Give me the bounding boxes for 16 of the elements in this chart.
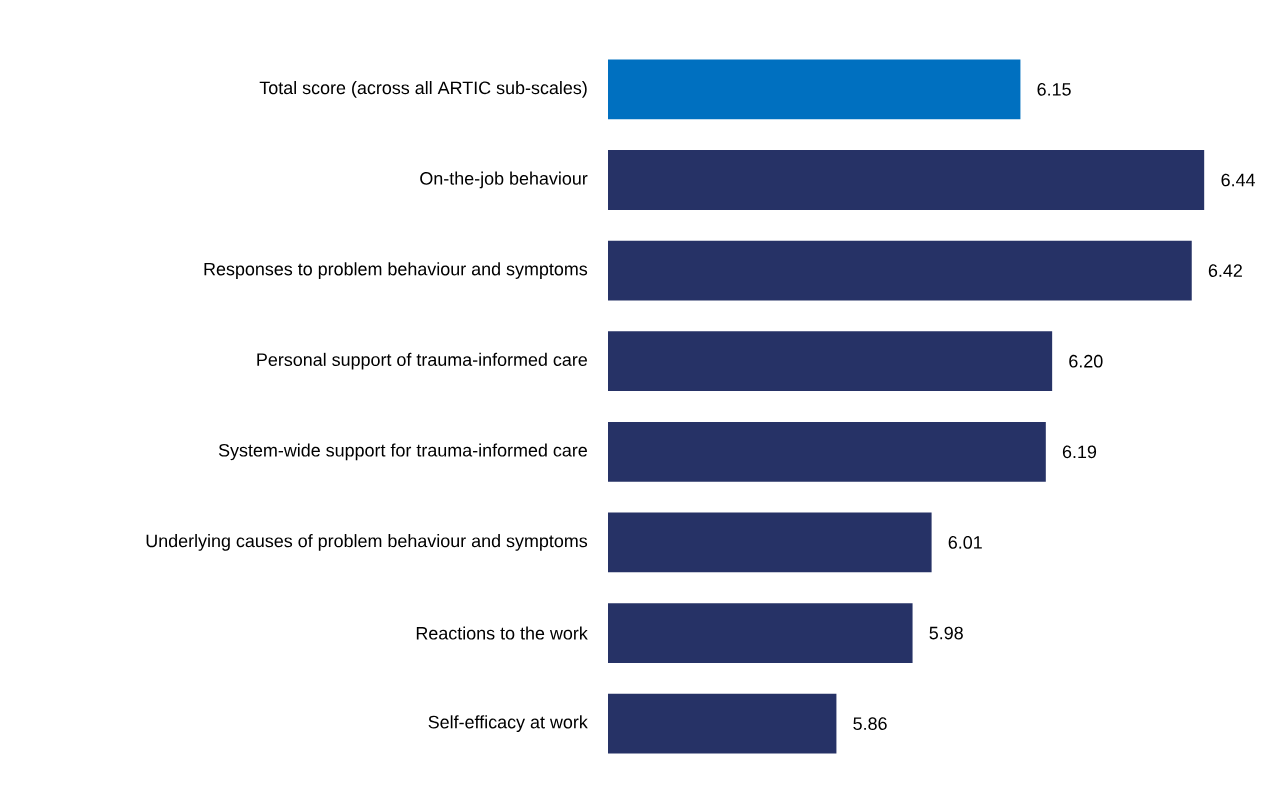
- data-label: 6.19: [1062, 445, 1097, 459]
- data-label: 6.44: [1221, 173, 1256, 187]
- y-tick-label: Reactions to the work: [416, 626, 588, 640]
- y-tick-label: Underlying causes of problem behaviour and symptoms: [146, 534, 588, 551]
- data-label: 5.98: [929, 626, 963, 640]
- y-tick-label: Responses to problem behaviour and symptoms: [204, 262, 588, 279]
- data-label: 6.42: [1208, 264, 1242, 277]
- data-label: 6.15: [1037, 83, 1071, 96]
- data-label: 6.20: [1069, 354, 1103, 368]
- y-tick-label: System-wide support for trauma-informed care: [218, 443, 587, 461]
- data-label: 5.86: [853, 717, 887, 730]
- y-tick-label: Self-efficacy at work: [428, 715, 588, 732]
- y-tick-label: Personal support of trauma-informed care: [257, 352, 587, 370]
- y-tick-label: On-the-job behaviour: [420, 171, 588, 189]
- y-tick-label: Total score (across all ARTIC sub-scales): [259, 81, 587, 98]
- data-label: 6.01: [948, 536, 982, 549]
